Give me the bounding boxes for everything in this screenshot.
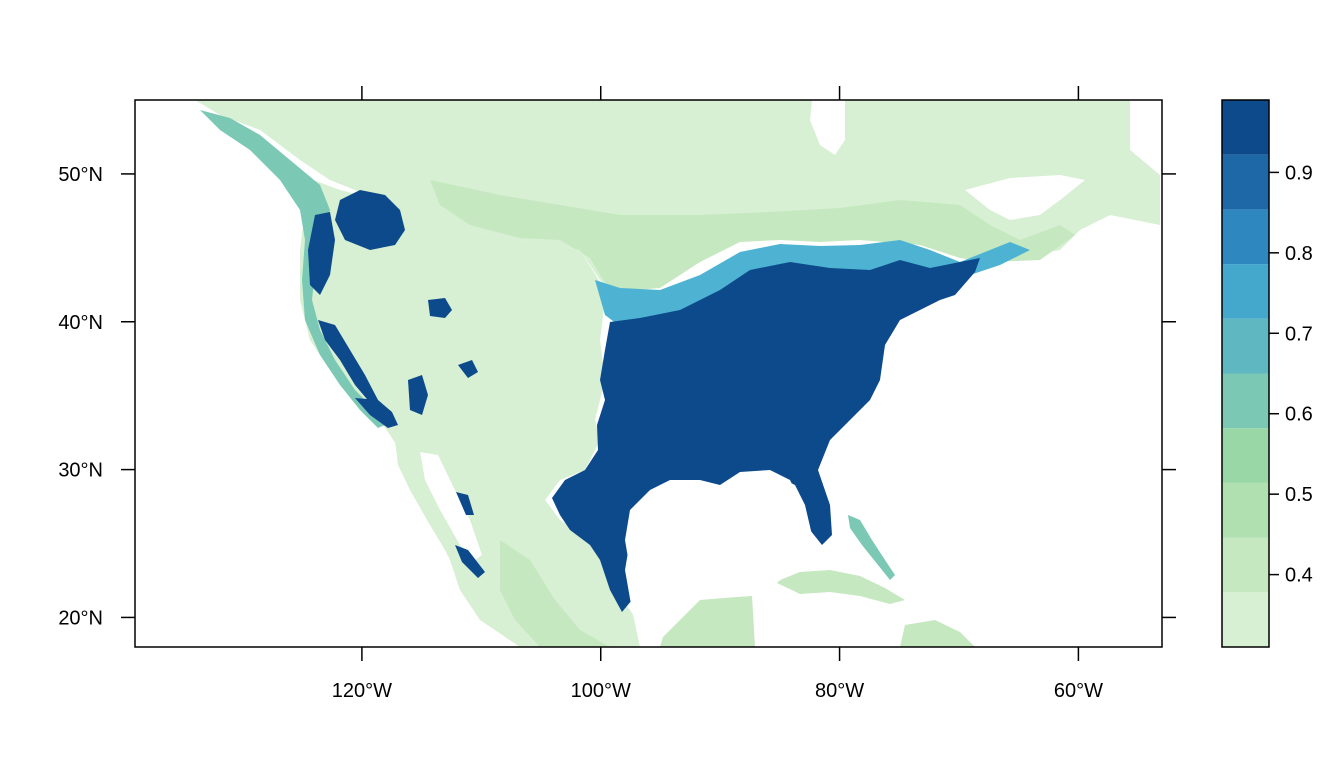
idaho-high [335, 190, 405, 250]
x-tick-label: 80°W [815, 680, 864, 702]
legend-swatch [1222, 209, 1269, 265]
gulf-of-california [420, 452, 482, 560]
nevada-high [428, 298, 452, 318]
axis-ticks: 120°W 100°W 80°W 60°W 50°N 40°N 30°N 20°N [58, 86, 1176, 702]
legend-swatch [1222, 154, 1269, 210]
central-mexico [500, 540, 610, 647]
legend-swatch [1222, 592, 1269, 647]
legend-tick-label: 0.8 [1285, 243, 1313, 265]
color-legend: 0.4 0.5 0.6 0.7 0.8 0.9 [1221, 99, 1313, 648]
eastern-us-high [552, 258, 980, 612]
y-tick-label: 30°N [58, 460, 103, 482]
pacific-coast-band [200, 110, 385, 428]
legend-frame [1221, 99, 1270, 648]
legend-tick-label: 0.9 [1285, 162, 1313, 184]
hudson-bay [810, 100, 845, 155]
legend-swatch [1222, 264, 1269, 319]
sonora-high [456, 492, 474, 515]
x-tick-label: 60°W [1054, 680, 1103, 702]
bahamas [848, 515, 895, 580]
sinaloa-high [455, 545, 485, 578]
colorado-high [458, 360, 478, 378]
y-tick-label: 40°N [58, 312, 103, 334]
legend-swatch [1222, 318, 1269, 374]
southern-california-high [355, 398, 398, 428]
hispaniola [900, 620, 975, 647]
legend-tick-label: 0.4 [1285, 565, 1313, 587]
gulf-st-lawrence [965, 175, 1085, 220]
legend-tick-label: 0.7 [1285, 323, 1313, 345]
legend-tick-label: 0.5 [1285, 484, 1313, 506]
baja-peninsula [395, 440, 470, 572]
map-panel [134, 99, 1163, 648]
x-tick-label: 120°W [332, 680, 392, 702]
map-frame [134, 99, 1163, 648]
southern-canada-band [430, 180, 1075, 292]
california-valley-high [318, 320, 378, 405]
cuba [775, 570, 905, 604]
map-raster [195, 100, 1160, 647]
legend-swatch [1222, 428, 1269, 483]
legend-swatch [1222, 373, 1269, 429]
arizona-high [408, 375, 428, 415]
gulf-of-mexico [625, 475, 815, 647]
x-tick-label: 100°W [571, 680, 631, 702]
legend-swatch [1222, 537, 1269, 593]
legend-swatch [1222, 100, 1269, 155]
y-tick-label: 50°N [58, 164, 103, 186]
legend-tick-label: 0.6 [1285, 404, 1313, 426]
y-tick-label: 20°N [58, 607, 103, 629]
western-us-mexico [300, 175, 650, 647]
pacific-northwest-high [308, 212, 335, 295]
legend-swatch [1222, 482, 1269, 538]
